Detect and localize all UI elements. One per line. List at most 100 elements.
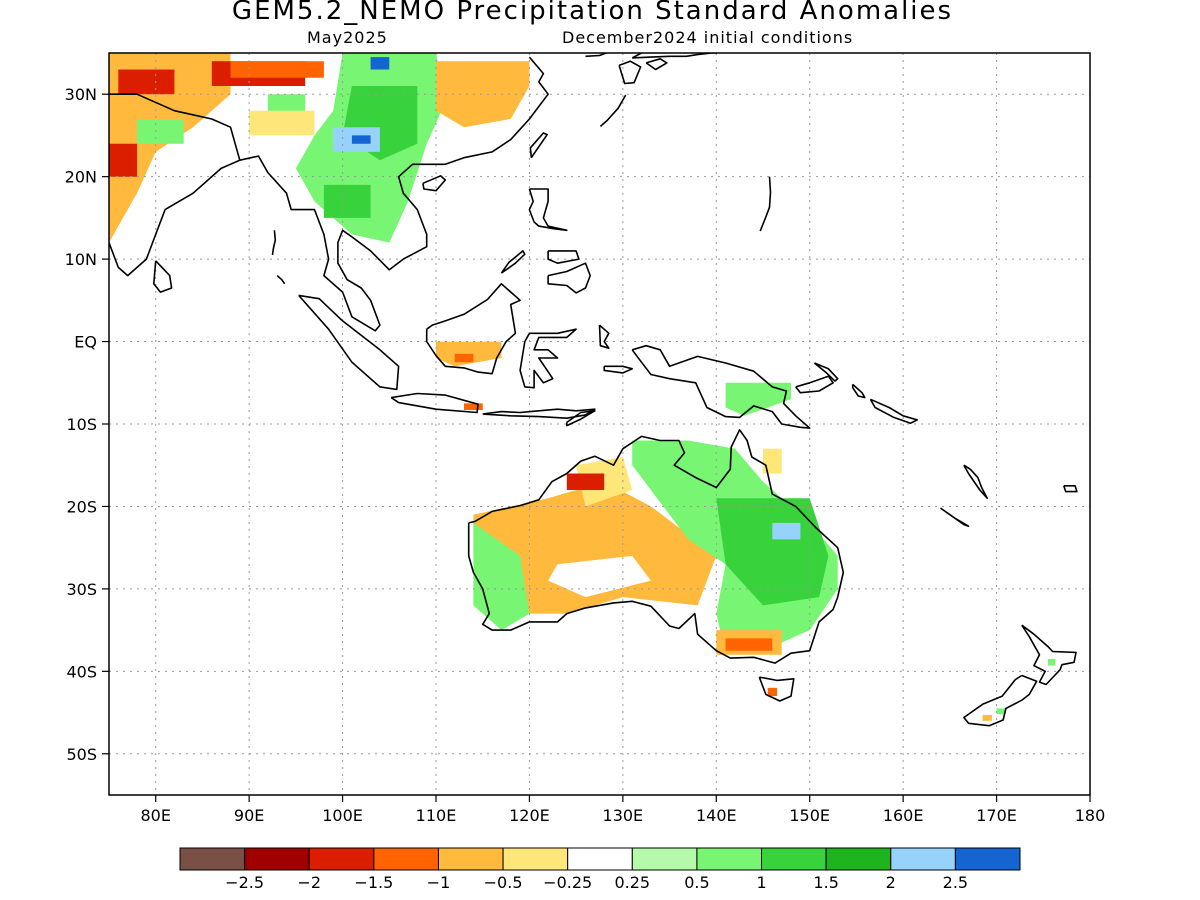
- lat-label: 20S: [66, 497, 97, 516]
- coastline-andamans: [271, 230, 277, 256]
- coastline-solomons: [869, 398, 919, 425]
- colorbar-swatch: [308, 847, 375, 871]
- anomaly-region: [118, 69, 175, 95]
- anomaly-region: [566, 473, 605, 490]
- lon-label: 140E: [696, 806, 737, 825]
- colorbar-swatch: [954, 847, 1021, 871]
- forecast-month: May2025: [307, 28, 388, 47]
- colorbar-label: −1.5: [354, 873, 393, 892]
- lat-label: 50S: [66, 745, 97, 764]
- anomaly-region: [1048, 659, 1056, 666]
- anomaly-region: [230, 61, 324, 78]
- colorbar-label: 0.25: [614, 873, 650, 892]
- anomaly-region: [767, 687, 777, 697]
- coastline-sulawesi: [519, 328, 577, 389]
- lon-label: 130E: [603, 806, 644, 825]
- lon-label: 90E: [234, 806, 264, 825]
- colorbar-swatch: [761, 847, 827, 871]
- colorbar-swatch: [631, 847, 698, 871]
- lon-label: 80E: [140, 806, 170, 825]
- anomaly-region: [137, 119, 184, 144]
- coastline-korea: [585, 53, 609, 58]
- anomaly-region: [473, 481, 717, 614]
- colorbar: −2.5 −2 −1.5 −1 −0.5 −0.25 0.25 0.5 1 1.5 2 2.5: [179, 847, 1021, 892]
- lat-label: 10S: [66, 415, 97, 434]
- colorbar-label: −2: [297, 873, 321, 892]
- colorbar-swatch: [179, 847, 246, 871]
- colorbar-label: 2: [886, 873, 896, 892]
- coastline-nz-south: [963, 674, 1038, 727]
- coastline-japan-honshu: [631, 53, 718, 59]
- coastline-nz-north: [1021, 624, 1077, 686]
- coastlines: [109, 53, 1078, 727]
- colorbar-label: 2.5: [943, 873, 968, 892]
- coastline-luzon: [528, 188, 568, 232]
- lat-label: 30N: [65, 85, 97, 104]
- coastline-australia: [467, 428, 845, 664]
- anomaly-region: [370, 57, 390, 70]
- coastline-visayas: [547, 250, 580, 265]
- colorbar-swatch: [502, 847, 569, 871]
- anomaly-region: [109, 53, 231, 243]
- anomaly-region: [464, 403, 483, 410]
- colorbar-label: 1.5: [813, 873, 838, 892]
- anomaly-region: [763, 448, 782, 474]
- anomaly-fields: [109, 53, 1056, 721]
- coastline-mindanao: [547, 262, 592, 294]
- map-axes: 30N 20N 10N EQ 10S 20S 30S 40S 50S 80E 90E 100E 110E…: [65, 85, 1106, 825]
- colorbar-label: −1: [427, 873, 451, 892]
- colorbar-label: −0.25: [543, 873, 592, 892]
- colorbar-label: 0.5: [684, 873, 709, 892]
- colorbar-label: −2.5: [225, 873, 264, 892]
- anomaly-region: [267, 94, 306, 111]
- anomaly-region: [109, 143, 137, 177]
- colorbar-label: −0.5: [484, 873, 523, 892]
- lon-label: 100E: [322, 806, 363, 825]
- coastline-tasmania: [758, 676, 795, 702]
- coastline-vanuatu: [963, 464, 989, 500]
- lat-label: 10N: [65, 250, 97, 269]
- anomaly-region: [725, 382, 791, 416]
- coastline-india: [109, 93, 241, 277]
- lon-label: 170E: [976, 806, 1017, 825]
- coastline-new-caledonia: [940, 507, 970, 528]
- coastline-lesser-sunda: [482, 408, 596, 420]
- anomaly-region: [982, 715, 992, 721]
- anomaly-region: [454, 353, 474, 363]
- colorbar-swatch: [437, 847, 504, 871]
- coastline-taiwan: [529, 132, 549, 159]
- coastline-halmahera: [598, 324, 610, 350]
- coastline-seram: [603, 365, 634, 374]
- coastline-marianas: [759, 176, 772, 232]
- coastline-sri-lanka: [153, 260, 173, 293]
- coastline-ryukyu: [599, 94, 627, 128]
- anomaly-region: [548, 555, 651, 598]
- colorbar-swatch: [373, 847, 439, 871]
- colorbar-swatch: [890, 847, 956, 871]
- lon-label: 150E: [789, 806, 830, 825]
- colorbar-swatch: [696, 847, 763, 871]
- lat-label: EQ: [74, 333, 97, 352]
- lon-label: 120E: [509, 806, 550, 825]
- lat-label: 20N: [65, 168, 97, 187]
- coastline-bougainville: [851, 383, 866, 399]
- colorbar-label: 1: [756, 873, 766, 892]
- lon-label: 110E: [416, 806, 457, 825]
- anomaly-region: [725, 638, 773, 651]
- colorbar-swatch: [825, 847, 892, 871]
- coastline-japan-kyushu: [618, 60, 642, 85]
- coastline-bay-bengal-east: [239, 56, 549, 332]
- anomaly-region: [772, 522, 801, 540]
- anomaly-region: [436, 61, 530, 128]
- anomaly-region: [323, 184, 371, 218]
- coastline-new-guinea: [631, 344, 811, 429]
- coastline-new-britain: [795, 375, 834, 394]
- coastline-java: [390, 392, 479, 414]
- coastline-hainan: [422, 175, 447, 192]
- initial-conditions: December2024 initial conditions: [562, 28, 854, 47]
- anomaly-region: [249, 110, 315, 136]
- coastline-timor: [565, 409, 596, 427]
- anomaly-region: [351, 135, 371, 144]
- colorbar-swatch: [244, 847, 310, 871]
